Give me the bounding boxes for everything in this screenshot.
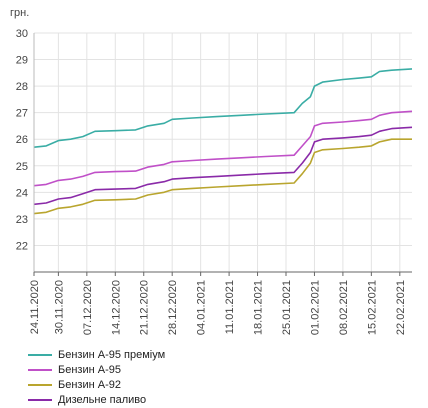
x-tick-label: 01.02.2021 [309, 280, 321, 335]
x-tick-label: 21.12.2020 [139, 280, 151, 335]
x-tick-label: 22.02.2021 [395, 280, 407, 335]
legend-label: Бензин А-95 [58, 364, 121, 376]
y-tick-label: 22 [16, 240, 28, 252]
line-chart: 22 23 24 25 26 27 28 29 30 24.11.2020 30.11.2020 0… [10, 7, 413, 335]
y-tick-label: 28 [16, 81, 28, 93]
x-tick-label: 11.01.2021 [224, 280, 236, 334]
series-line [33, 68, 413, 148]
legend-item: Бензин А-95 преміум [28, 348, 165, 362]
gridlines [33, 32, 412, 272]
legend-swatch [28, 354, 52, 356]
y-tick-label: 27 [16, 108, 28, 120]
series-line [33, 110, 413, 187]
legend-item: Бензин А-92 [28, 378, 165, 392]
x-tick-label: 07.12.2020 [82, 280, 94, 335]
y-tick-label: 25 [16, 161, 28, 173]
y-tick-label: 23 [16, 214, 28, 226]
legend-label: Дизельне паливо [58, 394, 147, 406]
x-tick-label: 24.11.2020 [29, 280, 41, 334]
y-tick-label: 26 [16, 134, 28, 146]
x-tick-label: 30.11.2020 [53, 280, 65, 334]
legend-label: Бензин А-95 преміум [58, 349, 166, 361]
x-tick-label: 14.12.2020 [110, 280, 122, 335]
legend-label: Бензин А-92 [58, 379, 121, 391]
series-line [33, 138, 412, 215]
x-axis: 24.11.2020 30.11.2020 07.12.2020 14.12.2020… [29, 271, 412, 335]
x-tick-label: 04.01.2021 [196, 280, 208, 335]
legend-swatch [28, 399, 52, 401]
y-unit-label: грн. [10, 7, 29, 19]
x-tick-label: 25.01.2021 [281, 280, 293, 335]
y-axis: 22 23 24 25 26 27 28 29 30 [16, 28, 35, 272]
x-tick-label: 18.01.2021 [253, 280, 265, 335]
x-tick-label: 08.02.2021 [338, 280, 350, 335]
legend-swatch [28, 384, 52, 386]
legend-item: Бензин А-95 [28, 363, 165, 377]
series-line [33, 126, 413, 206]
series-lines [33, 68, 413, 215]
x-tick-label: 15.02.2021 [366, 280, 378, 335]
y-tick-label: 30 [16, 28, 28, 40]
legend-swatch [28, 369, 52, 371]
legend: Бензин А-95 преміум Бензин А-95 Бензин А… [28, 348, 165, 408]
y-tick-label: 24 [16, 187, 28, 199]
y-tick-label: 29 [16, 55, 28, 67]
x-tick-label: 28.12.2020 [167, 280, 179, 335]
legend-item: Дизельне паливо [28, 393, 165, 407]
